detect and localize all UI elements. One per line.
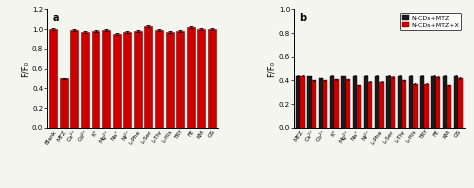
Bar [312,80,316,128]
Bar [346,79,350,128]
Bar [145,26,152,128]
Y-axis label: F/F₀: F/F₀ [20,61,29,77]
Bar [49,29,57,128]
Bar [420,76,425,128]
Bar [91,31,100,128]
Y-axis label: F/F₀: F/F₀ [267,61,276,77]
Bar [296,76,301,128]
Bar [319,78,323,128]
Bar [308,76,312,128]
Bar [341,76,346,128]
Bar [187,27,195,128]
Bar [391,77,395,128]
Bar [458,78,463,128]
Bar [155,30,163,128]
Bar [379,82,383,128]
Bar [413,84,418,128]
Bar [386,76,391,128]
Bar [197,29,205,128]
Bar [447,85,451,128]
Bar [113,34,120,128]
Bar [334,79,338,128]
Bar [353,76,357,128]
Bar [443,76,447,128]
Bar [330,76,334,128]
Bar [323,80,328,128]
Bar [81,32,89,128]
Bar [375,76,379,128]
Bar [165,32,173,128]
Bar [71,30,78,128]
Legend: N-CDs+MTZ, N-CDs+MTZ+X: N-CDs+MTZ, N-CDs+MTZ+X [400,13,461,30]
Bar [368,82,373,128]
Bar [364,76,368,128]
Bar [134,31,142,128]
Bar [436,77,440,128]
Bar [409,76,413,128]
Bar [60,79,68,128]
Bar [176,31,184,128]
Bar [402,80,406,128]
Text: b: b [300,13,307,23]
Bar [425,84,429,128]
Bar [102,30,110,128]
Bar [398,76,402,128]
Bar [208,29,216,128]
Bar [357,85,361,128]
Bar [301,76,305,128]
Bar [123,32,131,128]
Bar [454,76,458,128]
Text: a: a [53,13,59,23]
Bar [431,76,436,128]
